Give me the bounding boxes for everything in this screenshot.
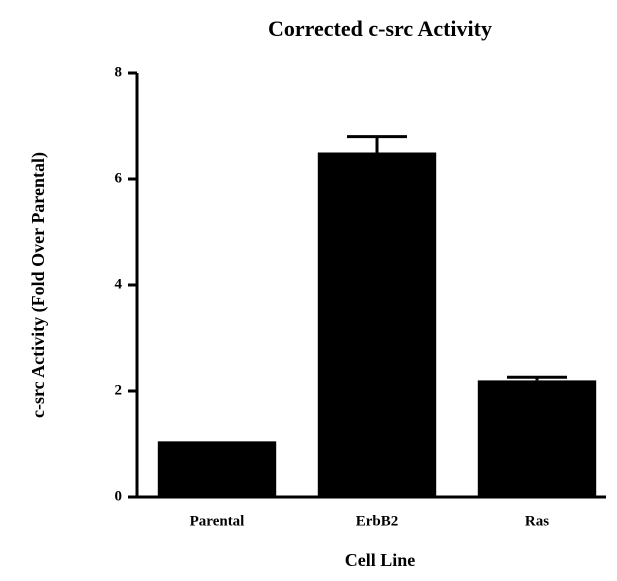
bar: [317, 152, 437, 497]
error-bar: [507, 375, 567, 381]
y-tick-label: 6: [115, 170, 123, 186]
x-tick-label: Ras: [525, 513, 549, 529]
y-tick-label: 0: [115, 488, 123, 504]
bar: [157, 441, 277, 497]
x-tick-label: Parental: [190, 513, 245, 529]
y-tick-label: 4: [115, 276, 123, 292]
chart-title: Corrected c-src Activity: [268, 16, 492, 41]
bar: [477, 380, 597, 497]
x-axis-label: Cell Line: [345, 550, 416, 570]
y-axis-label: c-src Activity (Fold Over Parental): [28, 152, 49, 418]
error-bar: [347, 135, 407, 153]
x-tick-label: ErbB2: [356, 513, 399, 529]
y-tick-label: 2: [115, 382, 123, 398]
y-tick-label: 8: [115, 64, 123, 80]
